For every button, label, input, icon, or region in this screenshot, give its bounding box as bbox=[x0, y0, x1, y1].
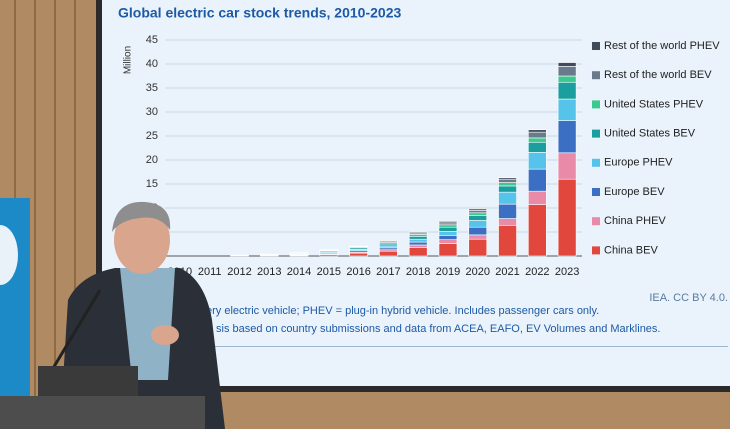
bar-segment bbox=[439, 240, 457, 244]
bar-segment bbox=[499, 225, 517, 256]
bar-segment bbox=[558, 153, 576, 179]
legend-swatch bbox=[592, 246, 600, 254]
legend-label: Europe BEV bbox=[604, 186, 665, 198]
bar-segment bbox=[439, 221, 457, 222]
bar-segment bbox=[558, 121, 576, 153]
legend-label: Europe PHEV bbox=[604, 157, 673, 169]
x-tick-label: 2021 bbox=[495, 266, 519, 278]
bar-segment bbox=[528, 132, 546, 138]
legend-label: Rest of the world BEV bbox=[604, 69, 712, 81]
podium bbox=[0, 396, 205, 429]
bar-segment bbox=[439, 227, 457, 231]
bar-segment bbox=[469, 239, 487, 256]
y-tick-label: 45 bbox=[146, 34, 158, 46]
bar-segment bbox=[499, 204, 517, 218]
footnote: sis based on country submissions and dat… bbox=[216, 323, 661, 335]
x-tick-label: 2011 bbox=[198, 266, 222, 278]
legend-swatch bbox=[592, 217, 600, 225]
bar-segment bbox=[499, 178, 517, 179]
footnote: ery electric vehicle; PHEV = plug-in hyb… bbox=[206, 305, 599, 317]
bar-segment bbox=[469, 209, 487, 210]
bar-segment bbox=[350, 253, 368, 256]
bar-segment bbox=[409, 242, 427, 245]
x-tick-label: 2013 bbox=[257, 266, 281, 278]
bar-segment bbox=[558, 76, 576, 82]
bar-segment bbox=[528, 205, 546, 256]
bar-segment bbox=[558, 66, 576, 76]
x-tick-label: 2015 bbox=[317, 266, 341, 278]
y-tick-label: 35 bbox=[146, 82, 158, 94]
legend-label: United States PHEV bbox=[604, 98, 704, 110]
bar-segment bbox=[558, 99, 576, 121]
bar-segment bbox=[409, 232, 427, 233]
x-tick-label: 2016 bbox=[346, 266, 370, 278]
legend-label: China PHEV bbox=[604, 215, 666, 227]
x-tick-label: 2012 bbox=[227, 266, 251, 278]
legend-label: China BEV bbox=[604, 244, 658, 256]
bar-segment bbox=[528, 142, 546, 152]
bar-segment bbox=[558, 82, 576, 99]
x-tick-label: 2018 bbox=[406, 266, 430, 278]
bar-segment bbox=[528, 130, 546, 132]
y-tick-label: 15 bbox=[146, 178, 158, 190]
bar-segment bbox=[528, 169, 546, 191]
bar-segment bbox=[409, 247, 427, 256]
bar-segment bbox=[409, 236, 427, 239]
bar-segment bbox=[499, 192, 517, 204]
bar-segment bbox=[379, 241, 397, 242]
bar-segment bbox=[469, 235, 487, 239]
bar-segment bbox=[528, 152, 546, 169]
bar-segment bbox=[558, 179, 576, 256]
legend-swatch bbox=[592, 159, 600, 167]
x-tick-label: 2019 bbox=[436, 266, 460, 278]
legend-swatch bbox=[592, 71, 600, 79]
y-tick-label: 20 bbox=[146, 154, 158, 166]
y-tick-label: 30 bbox=[146, 106, 158, 118]
bar-segment bbox=[469, 213, 487, 216]
legend-label: Rest of the world PHEV bbox=[604, 40, 720, 52]
bar-segment bbox=[469, 220, 487, 227]
x-tick-label: 2017 bbox=[376, 266, 400, 278]
bar-segment bbox=[499, 179, 517, 182]
chart-title: Global electric car stock trends, 2010-2… bbox=[118, 5, 401, 21]
bar-segment bbox=[469, 210, 487, 212]
bar-segment bbox=[409, 245, 427, 247]
laptop bbox=[38, 366, 138, 396]
source: IEA. CC BY 4.0. bbox=[649, 292, 728, 304]
legend-swatch bbox=[592, 42, 600, 50]
x-tick-label: 2014 bbox=[287, 266, 311, 278]
x-tick-label: 2020 bbox=[466, 266, 490, 278]
bar-segment bbox=[499, 219, 517, 226]
bar-segment bbox=[409, 239, 427, 242]
rule bbox=[200, 346, 728, 347]
legend-label: United States BEV bbox=[604, 128, 696, 140]
y-axis-label: Million bbox=[123, 46, 134, 74]
bar-segment bbox=[439, 235, 457, 239]
y-tick-label: 40 bbox=[146, 58, 158, 70]
bar-segment bbox=[439, 225, 457, 227]
bar-segment bbox=[439, 232, 457, 236]
y-tick-label: 25 bbox=[146, 130, 158, 142]
legend-swatch bbox=[592, 188, 600, 196]
bar-segment bbox=[528, 138, 546, 142]
bar-segment bbox=[379, 251, 397, 256]
bar-segment bbox=[469, 216, 487, 221]
bar-segment bbox=[499, 183, 517, 186]
bar-segment bbox=[439, 244, 457, 256]
bar-segment bbox=[558, 63, 576, 67]
x-tick-label: 2023 bbox=[555, 266, 579, 278]
legend-swatch bbox=[592, 100, 600, 108]
bar-segment bbox=[499, 186, 517, 192]
legend-swatch bbox=[592, 130, 600, 138]
x-tick-label: 2022 bbox=[525, 266, 549, 278]
bar-segment bbox=[469, 227, 487, 235]
bar-segment bbox=[528, 191, 546, 204]
